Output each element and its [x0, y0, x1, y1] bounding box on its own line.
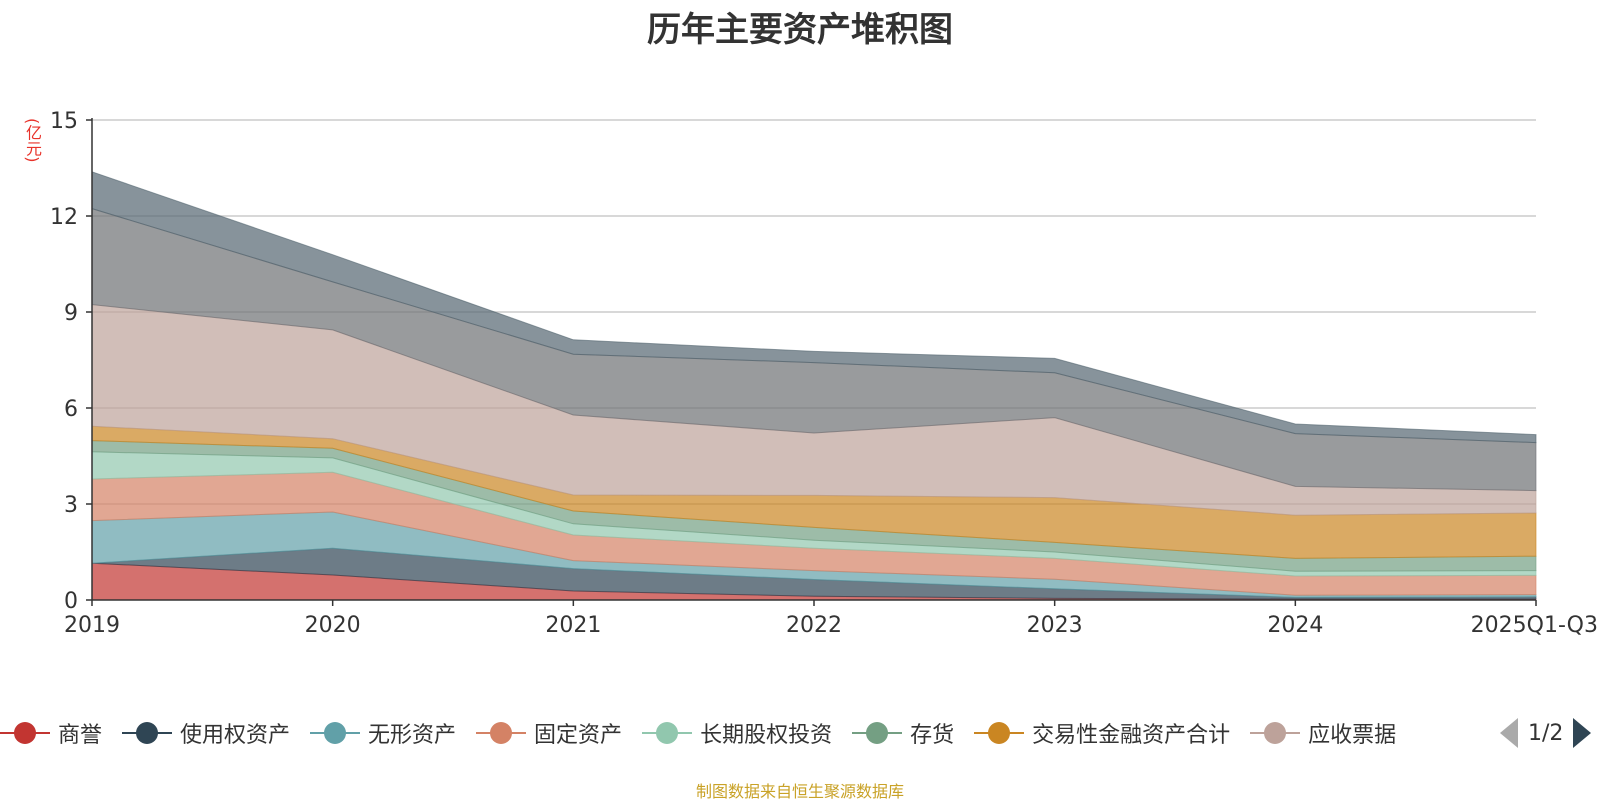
legend-label: 存货: [910, 723, 955, 748]
x-tick-label: 2024: [1267, 613, 1323, 638]
legend-swatch-icon: [642, 722, 693, 744]
y-tick-label: 3: [64, 493, 78, 518]
legend-item[interactable]: 长期股权投资: [642, 716, 832, 750]
y-tick-label: 9: [64, 301, 78, 326]
source-note: 制图数据来自恒生聚源数据库: [695, 782, 904, 801]
legend-pager: 1/2: [1500, 716, 1592, 750]
legend-item[interactable]: 固定资产: [476, 716, 622, 750]
legend-label: 商誉: [58, 723, 103, 748]
legend-item[interactable]: 存货: [852, 716, 954, 750]
legend-swatch-icon: [476, 722, 527, 744]
stacked-area-plot: 0 3 6 9 12 15 2019 2020 2021 2022 2023 2024 2025Q1-Q…: [50, 109, 1598, 638]
legend: 商誉 使用权资产 无形资产 固定资产 长期股权投资 存货 交易性金融资产合计 应收票据: [0, 716, 1600, 750]
x-tick-label: 2023: [1027, 613, 1083, 638]
legend-label: 固定资产: [534, 723, 623, 748]
x-tick-label: 2022: [786, 613, 842, 638]
legend-label: 长期股权投资: [700, 723, 833, 748]
x-tick-label: 2020: [305, 613, 361, 638]
area-货币资金: [91, 171, 1537, 444]
legend-label: 应收票据: [1308, 723, 1397, 748]
legend-next-page-icon[interactable]: [1573, 718, 1592, 748]
chart-title: 历年主要资产堆积图: [647, 10, 953, 50]
x-tick-label: 2019: [64, 613, 120, 638]
x-tick-label: 2021: [545, 613, 601, 638]
legend-item[interactable]: 交易性金融资产合计: [974, 716, 1230, 750]
legend-swatch-icon: [974, 722, 1025, 744]
y-tick-label: 15: [50, 109, 78, 134]
legend-label: 无形资产: [368, 723, 457, 748]
legend-label: 交易性金融资产合计: [1032, 723, 1231, 748]
y-tick-label: 12: [50, 205, 78, 230]
y-axis-unit-label: (亿元): [23, 118, 42, 163]
legend-item[interactable]: 无形资产: [310, 716, 456, 750]
legend-prev-page-icon[interactable]: [1500, 718, 1518, 748]
legend-item[interactable]: 商誉: [0, 716, 102, 750]
y-tick-label: 6: [64, 397, 78, 422]
legend-swatch-icon: [852, 722, 903, 744]
legend-swatch-icon: [0, 722, 50, 744]
area-series: [91, 171, 1537, 601]
y-tick-label: 0: [64, 589, 78, 614]
legend-page-indicator: 1/2: [1528, 720, 1564, 746]
legend-item[interactable]: 应收票据: [1250, 716, 1396, 750]
legend-label: 使用权资产: [180, 723, 291, 748]
legend-swatch-icon: [310, 722, 361, 744]
legend-items: 商誉 使用权资产 无形资产 固定资产 长期股权投资 存货 交易性金融资产合计 应收票据: [0, 716, 1480, 750]
x-tick-label: 2025Q1-Q3: [1471, 613, 1598, 638]
legend-swatch-icon: [122, 722, 173, 744]
legend-swatch-icon: [1250, 722, 1301, 744]
axes: 0 3 6 9 12 15 2019 2020 2021 2022 2023 2024 2025Q1-Q…: [50, 109, 1598, 638]
legend-item[interactable]: 使用权资产: [122, 716, 290, 750]
